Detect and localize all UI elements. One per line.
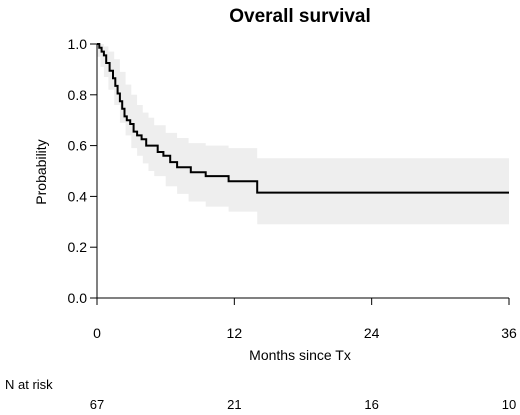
y-axis-label: Probability xyxy=(33,139,49,204)
risk-count: 10 xyxy=(502,397,516,412)
risk-count: 67 xyxy=(90,397,104,412)
y-tick-label: 0.8 xyxy=(68,87,88,103)
confidence-band-layer xyxy=(97,44,509,225)
x-tick-label: 0 xyxy=(93,325,101,341)
x-axis-label: Months since Tx xyxy=(249,347,351,363)
risk-table-counts: 67 21 16 10 xyxy=(90,397,516,412)
risk-count: 16 xyxy=(364,397,378,412)
confidence-band xyxy=(97,44,509,225)
y-tick-label: 1.0 xyxy=(68,36,88,52)
chart-title: Overall survival xyxy=(229,6,371,27)
y-tick-label: 0.4 xyxy=(68,188,88,204)
x-tick-label: 24 xyxy=(364,325,380,341)
y-tick-label: 0.2 xyxy=(68,239,88,255)
risk-count: 21 xyxy=(227,397,241,412)
risk-table-label: N at risk xyxy=(5,377,53,392)
y-tick-label: 0.0 xyxy=(68,290,88,306)
y-tick-label: 0.6 xyxy=(68,138,88,154)
x-tick-label: 12 xyxy=(227,325,243,341)
survival-curve-layer xyxy=(97,43,509,194)
x-tick-label: 36 xyxy=(501,325,517,341)
survival-curve xyxy=(97,43,509,194)
axes-layer: 0.0 0.2 0.4 0.6 0.8 1.0 0 12 24 36 xyxy=(68,36,517,341)
